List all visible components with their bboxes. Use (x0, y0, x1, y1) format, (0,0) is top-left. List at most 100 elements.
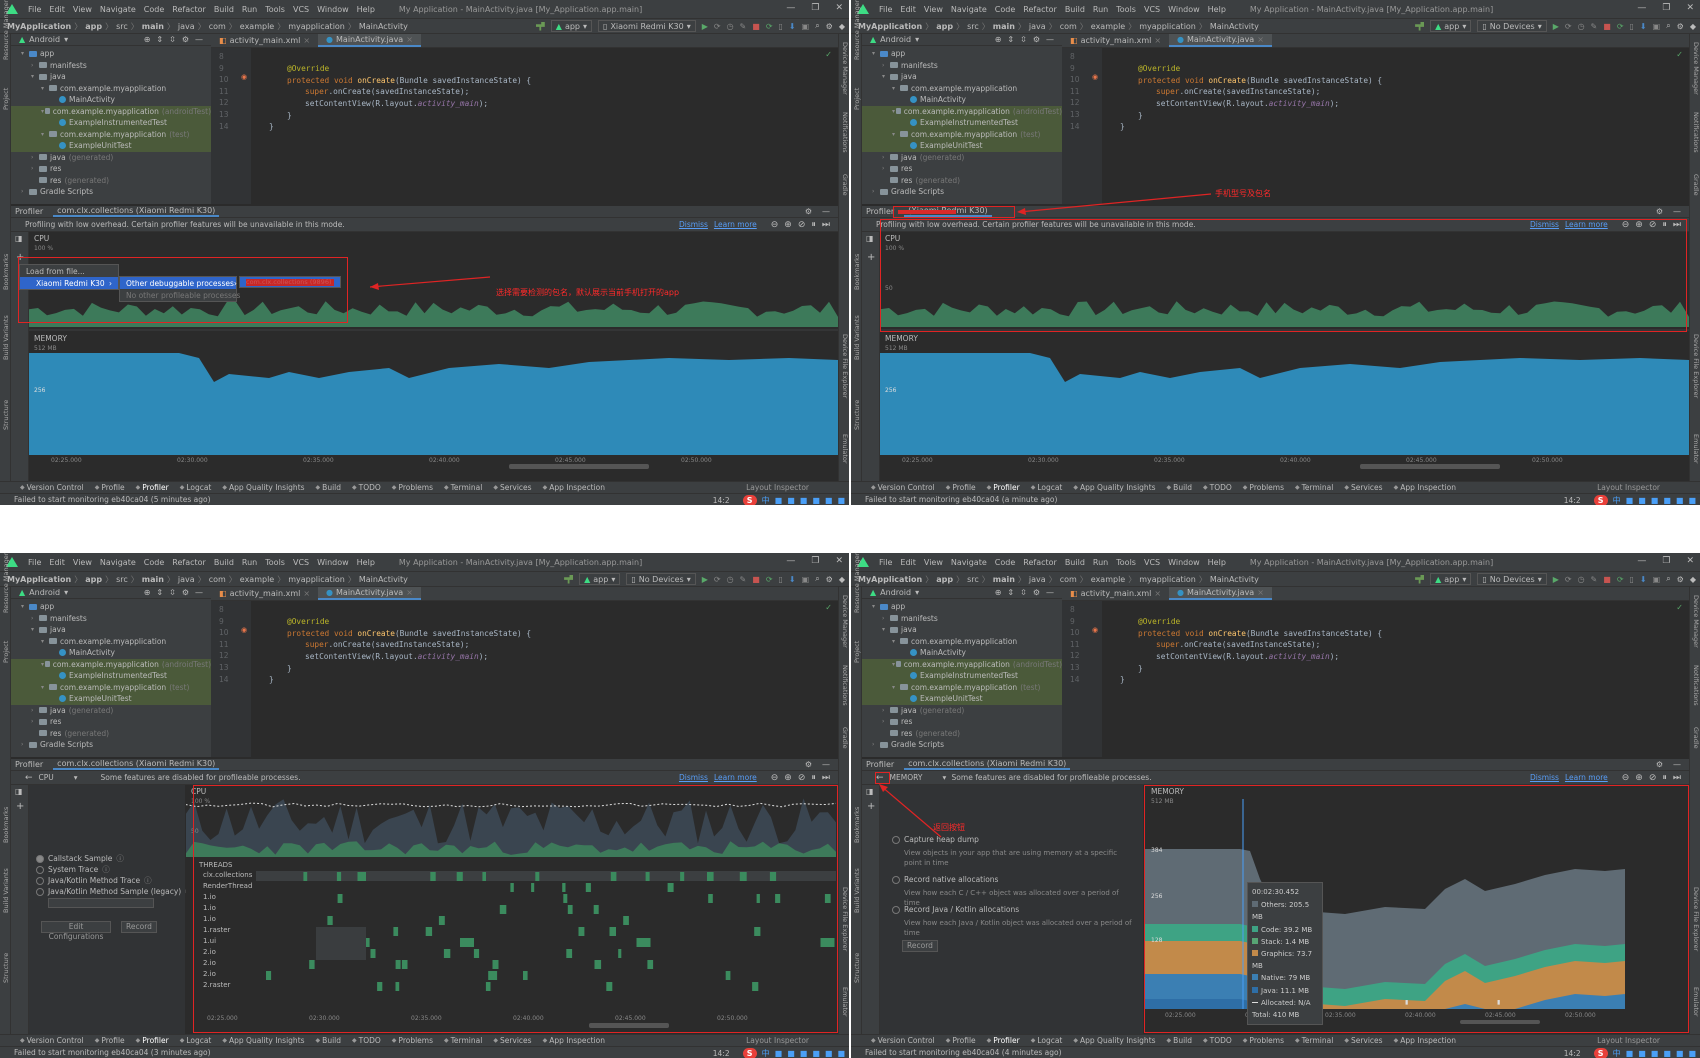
shirt-icon[interactable]: ■ (1675, 1048, 1684, 1058)
chevron-down-icon[interactable]: ▾ (915, 588, 920, 597)
menu-build[interactable]: Build (1064, 557, 1085, 567)
tree-item[interactable]: ExampleUnitTest (11, 693, 211, 705)
run-icon[interactable]: ▶ (701, 21, 708, 31)
tool-window-version-control[interactable]: ◆ Version Control (871, 483, 935, 492)
chevron-right-icon[interactable]: › (882, 614, 885, 622)
tool-window-logcat[interactable]: ◆ Logcat (180, 483, 212, 492)
breadcrumb-item[interactable]: MainActivity (1209, 21, 1259, 31)
mic-icon[interactable]: ■ (799, 1048, 808, 1058)
menu-run[interactable]: Run (241, 4, 258, 14)
override-marker-icon[interactable]: ◉ (241, 626, 248, 634)
breadcrumb-item[interactable]: MyApplication (858, 21, 923, 31)
breadcrumb-item[interactable]: myapplication (1139, 21, 1196, 31)
search-icon[interactable]: ⌕ (815, 574, 820, 583)
tree-item[interactable]: res (generated) (11, 728, 211, 740)
menu-run[interactable]: Run (1092, 4, 1109, 14)
tree-item[interactable]: ExampleUnitTest (862, 140, 1062, 152)
menu-view[interactable]: View (923, 557, 943, 567)
hide-icon[interactable]: — (822, 760, 830, 769)
radio-icon[interactable] (892, 875, 900, 884)
breadcrumb-item[interactable]: app (85, 21, 103, 31)
tree-item[interactable]: ▾ com.example.myapplication (862, 636, 1062, 648)
keyboard-icon[interactable]: ■ (1663, 495, 1671, 505)
tree-item[interactable]: ExampleInstrumentedTest (11, 670, 211, 682)
tool-window-todo[interactable]: ◆ TODO (1203, 483, 1232, 492)
moon-icon[interactable]: ■ (1625, 1048, 1634, 1058)
tree-item[interactable]: › manifests (11, 613, 211, 625)
hide-icon[interactable]: — (195, 588, 203, 597)
tool-window-app-quality-insights[interactable]: ◆ App Quality Insights (222, 1036, 304, 1045)
breadcrumb-item[interactable]: main (141, 574, 164, 584)
thread-row[interactable]: 1.ui (203, 937, 217, 945)
project-view-select[interactable]: Android (29, 588, 61, 597)
tree-item[interactable]: ExampleUnitTest (862, 693, 1062, 705)
tree-item[interactable]: ExampleInstrumentedTest (862, 117, 1062, 129)
debug-icon[interactable]: ⟳ (1564, 574, 1572, 584)
chevron-down-icon[interactable]: ▾ (892, 130, 896, 138)
menu-code[interactable]: Code (143, 4, 165, 14)
load-from-file-item[interactable]: Load from file... (26, 266, 85, 276)
menu-build[interactable]: Build (213, 557, 234, 567)
sdk-icon[interactable]: ⬇ (1639, 21, 1647, 31)
tool-window-problems[interactable]: ◆ Problems (1243, 483, 1284, 492)
menu-build[interactable]: Build (1064, 4, 1085, 14)
chevron-right-icon[interactable]: › (31, 165, 34, 173)
punctuation-icon[interactable]: ■ (787, 495, 795, 505)
side-tab-resource-manager[interactable]: Resource Manager (853, 0, 861, 60)
tree-item[interactable]: MainActivity (11, 647, 211, 659)
side-tab-gradle[interactable]: Gradle (841, 174, 849, 196)
radio-icon[interactable] (36, 887, 44, 896)
monitor-select[interactable]: MEMORY ▾ (890, 773, 947, 782)
side-tab-bookmarks[interactable]: Bookmarks (853, 806, 861, 843)
chevron-down-icon[interactable]: ▾ (21, 50, 25, 58)
breadcrumb-item[interactable]: java (1028, 574, 1046, 584)
tool-window-profile[interactable]: ◆ Profile (95, 1036, 125, 1045)
zoom-out-icon[interactable]: ⊖ (770, 219, 779, 230)
grid-icon[interactable]: ■ (1688, 1048, 1696, 1058)
tree-item[interactable]: › res (862, 163, 1062, 175)
tool-window-terminal[interactable]: ◆ Terminal (1295, 1036, 1333, 1045)
breadcrumb-item[interactable]: src (116, 21, 128, 31)
radio-icon[interactable] (892, 835, 900, 844)
monitor-select[interactable]: CPU ▾ (39, 773, 95, 782)
project-view-select[interactable]: Android (880, 35, 912, 44)
keyboard-icon[interactable]: ■ (812, 495, 820, 505)
tree-item[interactable]: ▾ com.example.myapplication (androidTest) (862, 658, 1062, 670)
side-tab-project[interactable]: Project (853, 87, 861, 110)
side-tab-build-variants[interactable]: Build Variants (2, 315, 10, 360)
status-message[interactable]: Failed to start monitoring eb40ca04 (3 m… (14, 1048, 211, 1057)
go-live-icon[interactable]: ⏭ (1672, 772, 1681, 783)
zoom-in-icon[interactable]: ⊕ (1635, 219, 1643, 230)
memory-record-option[interactable]: Capture heap dump (892, 835, 979, 844)
run-icon[interactable]: ▶ (1552, 21, 1559, 31)
tree-item[interactable]: ExampleInstrumentedTest (862, 670, 1062, 682)
zoom-out-icon[interactable]: ⊖ (770, 772, 779, 783)
chevron-down-icon[interactable]: ▾ (892, 107, 896, 115)
side-tab-gradle[interactable]: Gradle (1692, 727, 1700, 749)
learn-more-link[interactable]: Learn more (1564, 220, 1608, 229)
tree-item[interactable]: res (generated) (862, 175, 1062, 187)
menu-window[interactable]: Window (317, 4, 349, 14)
side-tab-emulator[interactable]: Emulator (841, 987, 849, 1017)
tree-item[interactable]: › Gradle Scripts (11, 739, 211, 751)
tree-item[interactable]: › Gradle Scripts (862, 739, 1062, 751)
settings-icon[interactable]: ⚙ (825, 574, 833, 584)
menu-run[interactable]: Run (1092, 557, 1109, 567)
tool-window-profiler[interactable]: ◆ Profiler (987, 483, 1020, 492)
learn-more-link[interactable]: Learn more (1564, 773, 1608, 782)
edit-configurations-button[interactable]: Edit Configurations (41, 921, 111, 941)
tree-item[interactable]: › res (11, 163, 211, 175)
pause-icon[interactable]: ⏸ (1662, 219, 1667, 230)
menu-tools[interactable]: Tools (1116, 557, 1136, 567)
chevron-down-icon[interactable]: ▾ (31, 626, 35, 634)
chevron-down-icon[interactable]: ▾ (21, 603, 25, 611)
plugin-icon[interactable]: ◆ (1689, 21, 1696, 31)
settings-icon[interactable]: ⚙ (181, 35, 189, 44)
menu-window[interactable]: Window (317, 557, 349, 567)
plugin-icon[interactable]: ◆ (838, 574, 845, 584)
menu-code[interactable]: Code (143, 557, 165, 567)
tree-item[interactable]: res (generated) (11, 175, 211, 187)
sdk-icon[interactable]: ⬇ (788, 21, 796, 31)
dismiss-link[interactable]: Dismiss (1529, 220, 1559, 229)
breadcrumb-item[interactable]: com (1059, 574, 1077, 584)
